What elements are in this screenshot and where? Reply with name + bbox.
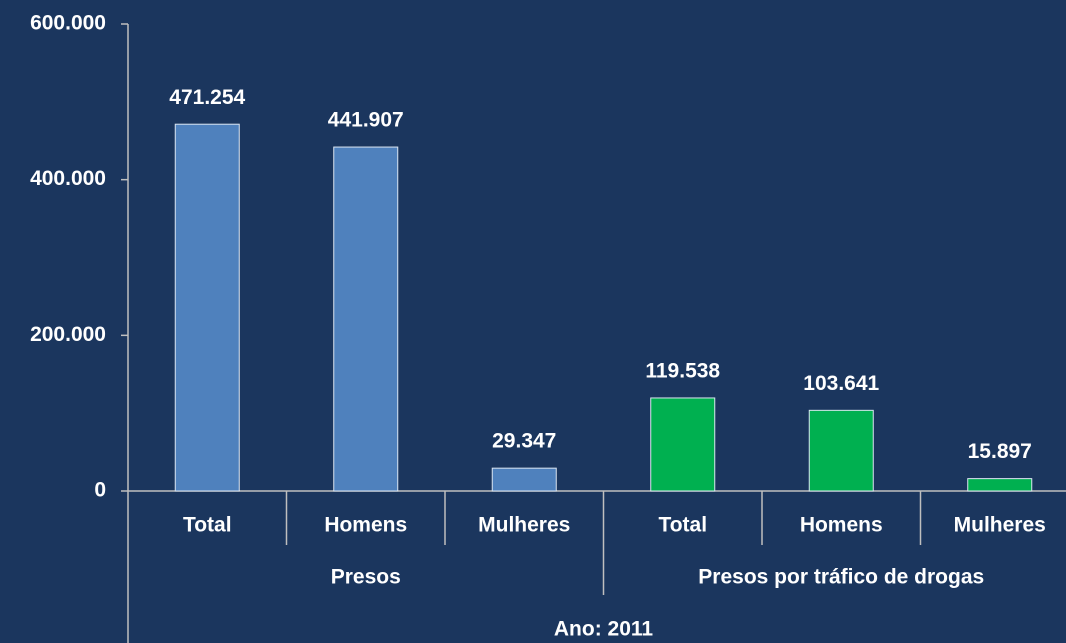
y-tick-label: 200.000: [30, 323, 106, 346]
group-label: Presos por tráfico de drogas: [698, 566, 984, 589]
bar: [967, 478, 1033, 492]
x-tick-label: Total: [183, 514, 232, 537]
bar: [808, 409, 874, 492]
value-label: 441.907: [328, 109, 404, 132]
x-tick-label: Mulheres: [954, 514, 1046, 537]
y-tick-label: 600.000: [30, 12, 106, 35]
value-label: 15.897: [968, 440, 1032, 463]
value-label: 29.347: [492, 430, 556, 453]
x-axis-label: Ano: 2011: [554, 618, 654, 641]
y-tick-label: 400.000: [30, 167, 106, 190]
x-tick-label: Mulheres: [478, 514, 570, 537]
value-label: 103.641: [803, 372, 879, 395]
y-tick-label: 0: [94, 479, 106, 502]
bar: [650, 397, 716, 492]
value-label: 119.538: [645, 360, 720, 383]
bar: [333, 146, 399, 492]
x-tick-label: Total: [658, 514, 707, 537]
bar: [491, 467, 557, 492]
value-label: 471.254: [169, 86, 245, 109]
bar: [174, 123, 240, 492]
x-tick-label: Homens: [324, 514, 407, 537]
group-label: Presos: [331, 566, 401, 589]
x-tick-label: Homens: [800, 514, 883, 537]
